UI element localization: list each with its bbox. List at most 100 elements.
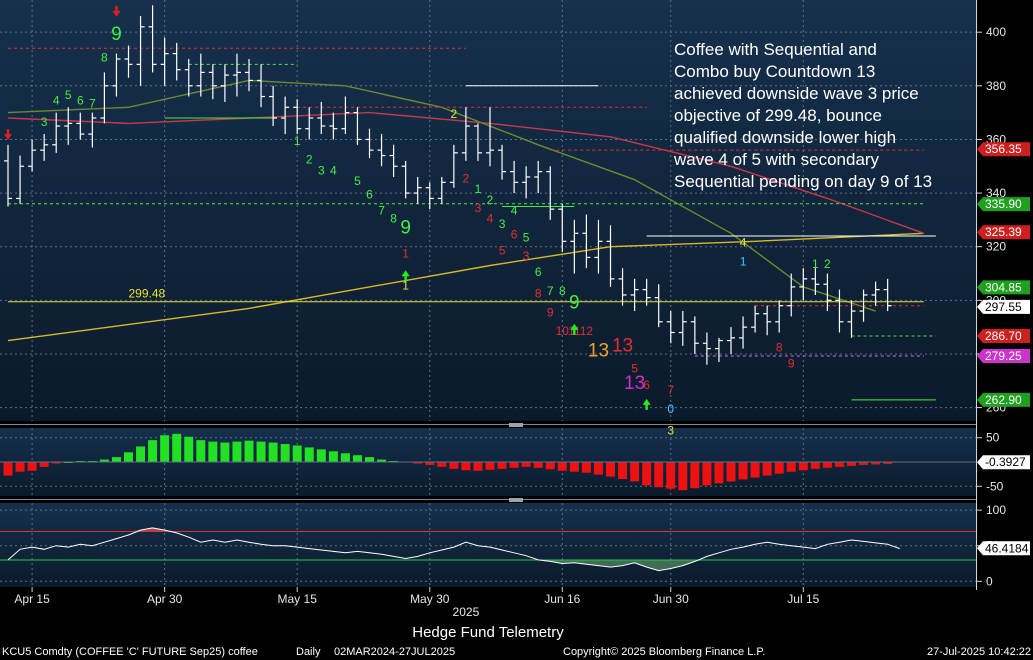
arrow-down-icon (4, 129, 12, 141)
sequential-count: 8 (776, 340, 783, 354)
value-badge: 304.85 (977, 280, 1030, 295)
value-badge-text: 356.35 (985, 142, 1022, 156)
momentum-bar (184, 436, 194, 462)
momentum-bar (27, 462, 37, 471)
arrow-up-icon (401, 270, 410, 282)
momentum-bar (377, 459, 387, 462)
annotation-line: Combo buy Countdown 13 (674, 62, 875, 81)
momentum-bar (569, 462, 579, 472)
x-axis-label: Apr 15 (14, 592, 50, 606)
x-axis-label: Jun 16 (544, 592, 580, 606)
sequential-count: 2 (487, 193, 494, 207)
value-badge-text: 335.90 (985, 197, 1022, 211)
axis-tick-label: -50 (986, 479, 1004, 493)
oscillator-oversold-fill (8, 559, 900, 571)
axis-tick-label: 0 (986, 574, 993, 588)
momentum-bar (786, 462, 796, 472)
momentum-bar (15, 462, 25, 472)
momentum-bar (111, 457, 121, 462)
sequential-count: 13 (588, 341, 609, 362)
moving-average-yellow (7, 232, 924, 342)
momentum-bar (810, 462, 820, 469)
momentum-bar (136, 446, 146, 462)
momentum-bar (3, 462, 13, 476)
momentum-bar (834, 462, 844, 467)
momentum-bar (148, 440, 158, 462)
momentum-bar (99, 459, 109, 462)
panel-resize-handle[interactable] (509, 423, 523, 427)
sequential-count: 6 (77, 94, 84, 108)
momentum-bar (328, 451, 338, 462)
oscillator-panel (0, 503, 976, 587)
sequential-count: 4 (487, 212, 494, 226)
sequential-count: 4 (511, 204, 518, 218)
momentum-bar (172, 433, 182, 462)
momentum-bar (425, 462, 435, 465)
x-axis-label: Apr 30 (147, 592, 183, 606)
momentum-bar (702, 462, 712, 486)
sequential-count: 2 (306, 153, 313, 167)
value-badge-shape (977, 197, 1030, 212)
value-badge-shape (977, 392, 1030, 407)
momentum-bar (642, 462, 652, 486)
sequential-count: 10 (556, 324, 570, 338)
momentum-bar (871, 462, 881, 465)
axis-tick-label: 380 (986, 79, 1006, 93)
sequential-count: 2 (451, 107, 458, 121)
momentum-bar (606, 462, 615, 477)
x-axis-label: May 30 (410, 592, 450, 606)
value-badge-shape (977, 328, 1030, 343)
watermark-label: Hedge Fund Telemetry (412, 624, 564, 641)
panel-resize-handle[interactable] (509, 498, 523, 502)
sequential-count: 7 (547, 284, 554, 298)
year-label: 2025 (453, 605, 480, 619)
momentum-bar (593, 462, 603, 475)
momentum-bar (859, 462, 869, 465)
momentum-bar (340, 453, 350, 462)
annotation-line: Coffee with Sequential and (674, 40, 877, 59)
value-badge-shape (977, 541, 1030, 556)
sequential-count: 4 (740, 236, 747, 250)
footer-instrument: KCU5 Comdty (COFFEE 'C' FUTURE Sep25) co… (2, 646, 258, 658)
momentum-bar (160, 435, 170, 462)
value-badge-text: 325.39 (985, 225, 1022, 239)
sequential-count: 1 (294, 134, 301, 148)
momentum-bar (762, 462, 772, 476)
momentum-bar (521, 462, 531, 467)
sequential-count: 3 (318, 163, 325, 177)
axis-tick-label: 50 (986, 431, 1000, 445)
momentum-bar (485, 462, 495, 470)
sequential-count: 9 (569, 292, 580, 313)
momentum-bar (304, 447, 314, 462)
sequential-count: 1 (812, 257, 819, 271)
price-panel (0, 0, 976, 421)
momentum-bar (847, 462, 856, 466)
sequential-count: 8 (101, 51, 108, 65)
momentum-bar (220, 442, 230, 462)
momentum-bar (509, 462, 519, 468)
momentum-bar (726, 462, 736, 482)
value-badge: 279.25 (977, 348, 1030, 363)
annotation-line: achieved downside wave 3 price (674, 84, 919, 103)
momentum-bar (545, 462, 555, 470)
annotation-line: wave 4 of 5 with secondary (673, 150, 880, 169)
momentum-bar (581, 462, 591, 473)
momentum-bar (280, 444, 290, 462)
sequential-count: 8 (535, 287, 542, 301)
momentum-bar (533, 462, 543, 468)
momentum-bar (292, 445, 302, 462)
value-badge-text: -0.3927 (985, 455, 1026, 469)
sequential-count: 2 (463, 171, 470, 185)
sequential-count: 1 (402, 246, 409, 260)
momentum-bar (39, 462, 49, 467)
momentum-bar (497, 462, 507, 469)
footer-copyright: Copyright© 2025 Bloomberg Finance L.P. (563, 646, 765, 658)
sequential-count: 3 (523, 249, 530, 263)
sequential-count: 12 (580, 324, 594, 338)
value-badge: 356.35 (977, 142, 1030, 157)
value-badge: 46.4184 (977, 541, 1030, 556)
momentum-bar (654, 462, 664, 488)
value-badge-shape (977, 299, 1030, 314)
x-axis-label: May 15 (278, 592, 318, 606)
